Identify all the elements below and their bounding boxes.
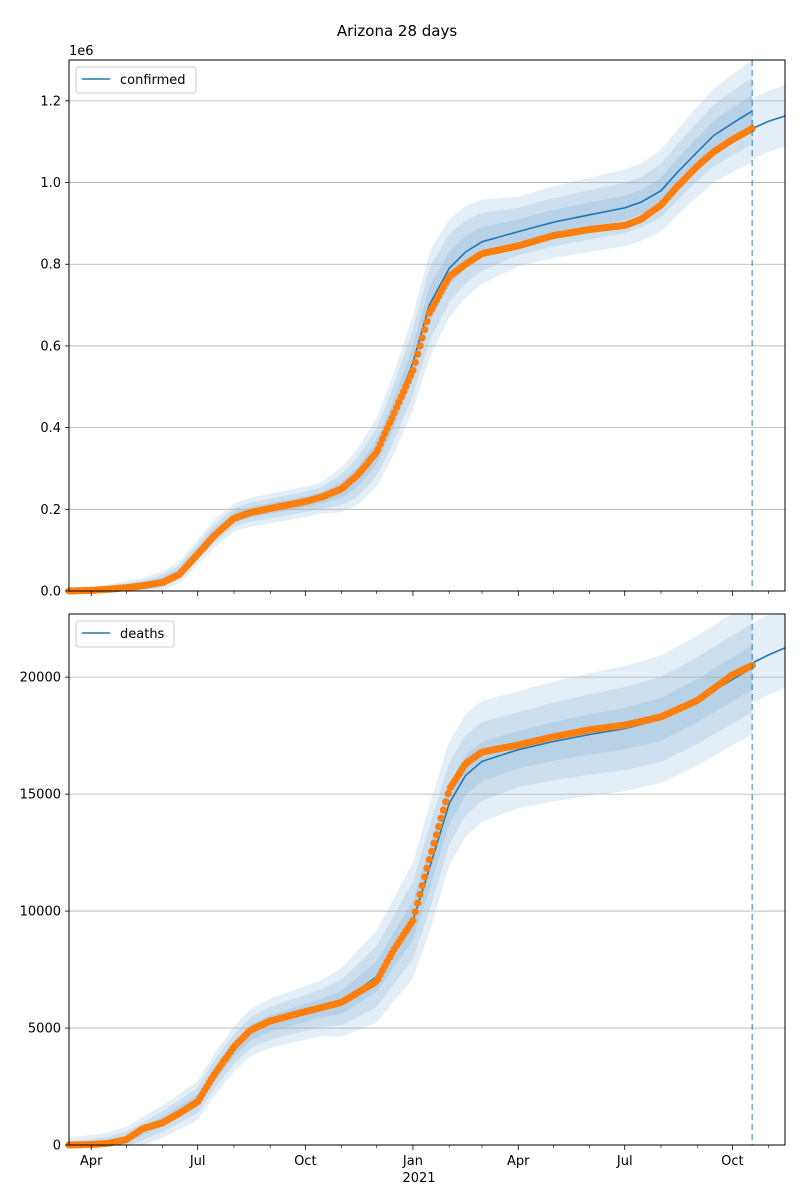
confirmed-observed-point: [416, 342, 424, 350]
deaths-observed-point: [416, 890, 424, 899]
deaths-observed-point: [430, 839, 438, 847]
confirmed-legend-label: confirmed: [120, 73, 186, 88]
deaths-observed-point: [428, 847, 436, 856]
deaths-y-tick-label: 10000: [20, 905, 61, 920]
deaths-observed-point: [423, 864, 431, 872]
confirmed-y-tick-label: 0.0: [40, 585, 61, 600]
confirmed-observed-point: [421, 326, 429, 334]
confirmed-uncertainty-band-3: [69, 60, 753, 591]
deaths-uncertainty-band-2: [69, 623, 753, 1145]
deaths-observed-point: [442, 798, 450, 806]
confirmed-plot-area: [69, 60, 785, 591]
deaths-y-tick-label: 0: [53, 1139, 61, 1154]
confirmed-y-tick-label: 0.4: [40, 421, 61, 436]
deaths-observed-point: [418, 882, 426, 890]
deaths-observed-point: [414, 899, 422, 907]
deaths-observed-point: [435, 823, 443, 831]
confirmed-observed-point: [748, 125, 756, 133]
deaths-y-tick-label: 5000: [28, 1022, 61, 1037]
deaths-y-tick-label: 20000: [20, 671, 61, 686]
confirmed-observed-point: [414, 350, 422, 358]
deaths-observed-point: [409, 916, 417, 925]
deaths-legend: deaths: [75, 620, 175, 648]
deaths-legend-label: deaths: [120, 627, 165, 642]
deaths-observed-point: [421, 873, 429, 881]
x-tick-label: Apr: [80, 1154, 103, 1169]
confirmed-axes-frame: [68, 59, 786, 592]
deaths-panel: 0 5000 10000 15000 20000 Apr Jul Oct Jan Apr Jul O…: [20, 613, 786, 1169]
deaths-observed-point: [437, 814, 445, 822]
deaths-observed-point: [439, 806, 447, 814]
confirmed-y-tick-label: 1.2: [40, 94, 61, 109]
deaths-observed-point: [432, 831, 440, 839]
confirmed-y-tick-label: 0.6: [40, 339, 61, 354]
x-tick-label: Apr: [507, 1154, 530, 1169]
confirmed-uncertainty-band-1: [69, 94, 753, 591]
deaths-axes-frame: [68, 613, 786, 1146]
confirmed-panel: 0.0 0.2 0.4 0.6 0.8 1.0 1.2 1e6 confirmed: [40, 44, 786, 600]
deaths-uncertainty-band-1: [69, 645, 753, 1145]
confirmed-legend: confirmed: [75, 66, 197, 94]
figure-title: Arizona 28 days: [337, 22, 458, 40]
x-tick-label: Jul: [616, 1154, 633, 1169]
confirmed-forecast-band: [752, 85, 785, 160]
deaths-forecast-line: [751, 647, 786, 664]
confirmed-observed-point: [423, 317, 431, 325]
x-tick-label: Oct: [721, 1154, 743, 1169]
deaths-observed-point: [444, 790, 452, 798]
x-tick-label: Jan: [402, 1154, 423, 1169]
deaths-y-tick-label: 15000: [20, 788, 61, 803]
confirmed-y-tick-label: 1.0: [40, 176, 61, 191]
confirmed-offset-text: 1e6: [69, 44, 94, 59]
confirmed-y-tick-label: 0.2: [40, 503, 61, 518]
deaths-observed-point: [425, 856, 433, 864]
deaths-observed-point: [411, 908, 419, 916]
confirmed-observed-point: [409, 366, 417, 374]
confirmed-observed-point: [418, 334, 426, 342]
confirmed-forecast-line: [751, 115, 786, 130]
x-tick-label: Jul: [189, 1154, 206, 1169]
confirmed-observed-point: [411, 358, 419, 366]
confirmed-y-tick-label: 0.8: [40, 258, 61, 273]
x-year-label: 2021: [402, 1171, 435, 1186]
x-tick-label: Oct: [294, 1154, 316, 1169]
deaths-uncertainty-band-3: [69, 614, 753, 1145]
deaths-forecast-band: [752, 614, 785, 704]
confirmed-uncertainty-band-2: [69, 77, 753, 592]
